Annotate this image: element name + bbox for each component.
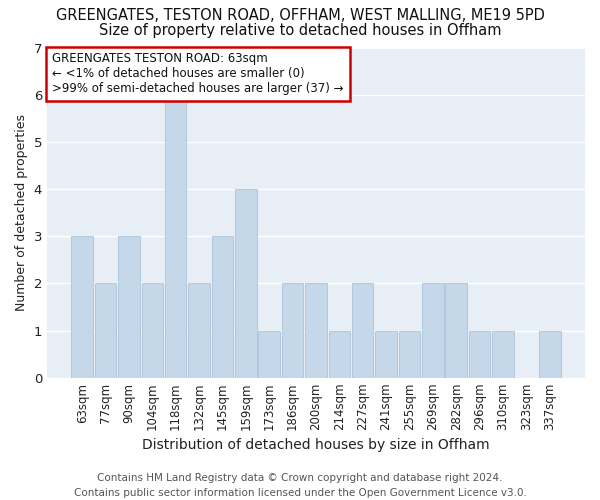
Y-axis label: Number of detached properties: Number of detached properties xyxy=(15,114,28,311)
Bar xyxy=(352,284,373,378)
Text: GREENGATES, TESTON ROAD, OFFHAM, WEST MALLING, ME19 5PD: GREENGATES, TESTON ROAD, OFFHAM, WEST MA… xyxy=(56,8,544,22)
Bar xyxy=(469,330,490,378)
Bar xyxy=(539,330,560,378)
Bar xyxy=(376,330,397,378)
Bar xyxy=(95,284,116,378)
Bar xyxy=(142,284,163,378)
Text: Contains HM Land Registry data © Crown copyright and database right 2024.
Contai: Contains HM Land Registry data © Crown c… xyxy=(74,472,526,498)
X-axis label: Distribution of detached houses by size in Offham: Distribution of detached houses by size … xyxy=(142,438,490,452)
Bar xyxy=(188,284,210,378)
Bar xyxy=(259,330,280,378)
Bar xyxy=(71,236,93,378)
Bar xyxy=(492,330,514,378)
Bar xyxy=(422,284,443,378)
Text: Size of property relative to detached houses in Offham: Size of property relative to detached ho… xyxy=(99,22,501,38)
Bar xyxy=(212,236,233,378)
Bar xyxy=(305,284,327,378)
Bar xyxy=(235,189,257,378)
Bar xyxy=(282,284,304,378)
Bar xyxy=(445,284,467,378)
Bar xyxy=(118,236,140,378)
Bar xyxy=(399,330,420,378)
Text: GREENGATES TESTON ROAD: 63sqm
← <1% of detached houses are smaller (0)
>99% of s: GREENGATES TESTON ROAD: 63sqm ← <1% of d… xyxy=(52,52,344,96)
Bar xyxy=(329,330,350,378)
Bar xyxy=(165,94,187,378)
